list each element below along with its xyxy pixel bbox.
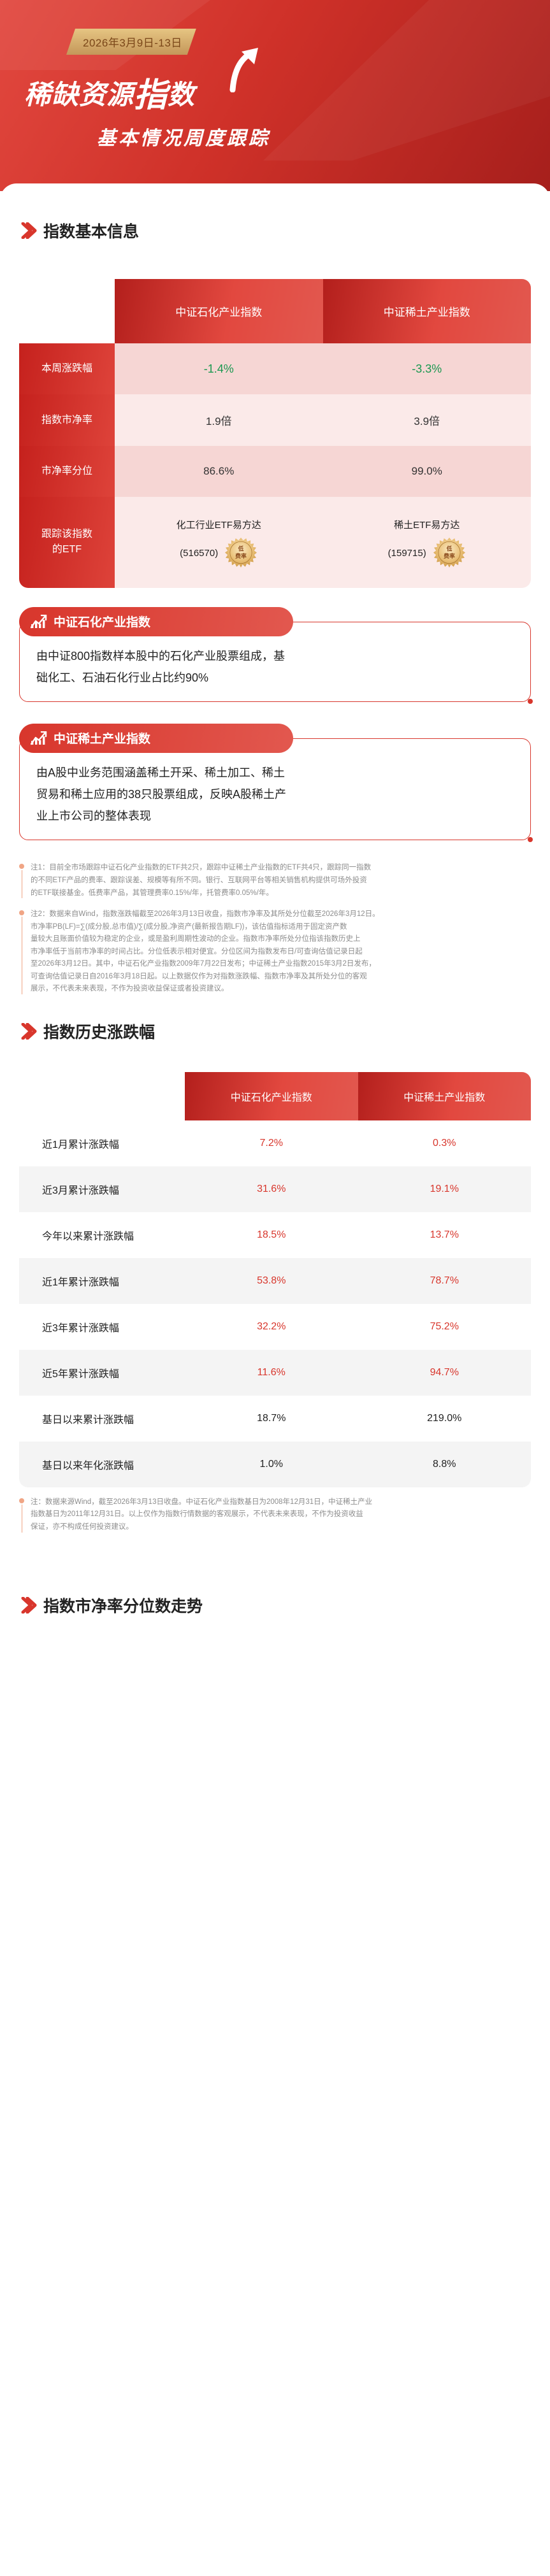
svg-text:低: 低 xyxy=(238,545,244,552)
svg-text:低: 低 xyxy=(445,545,452,552)
svg-text:费率: 费率 xyxy=(444,552,455,559)
svg-text:费率: 费率 xyxy=(236,552,247,559)
